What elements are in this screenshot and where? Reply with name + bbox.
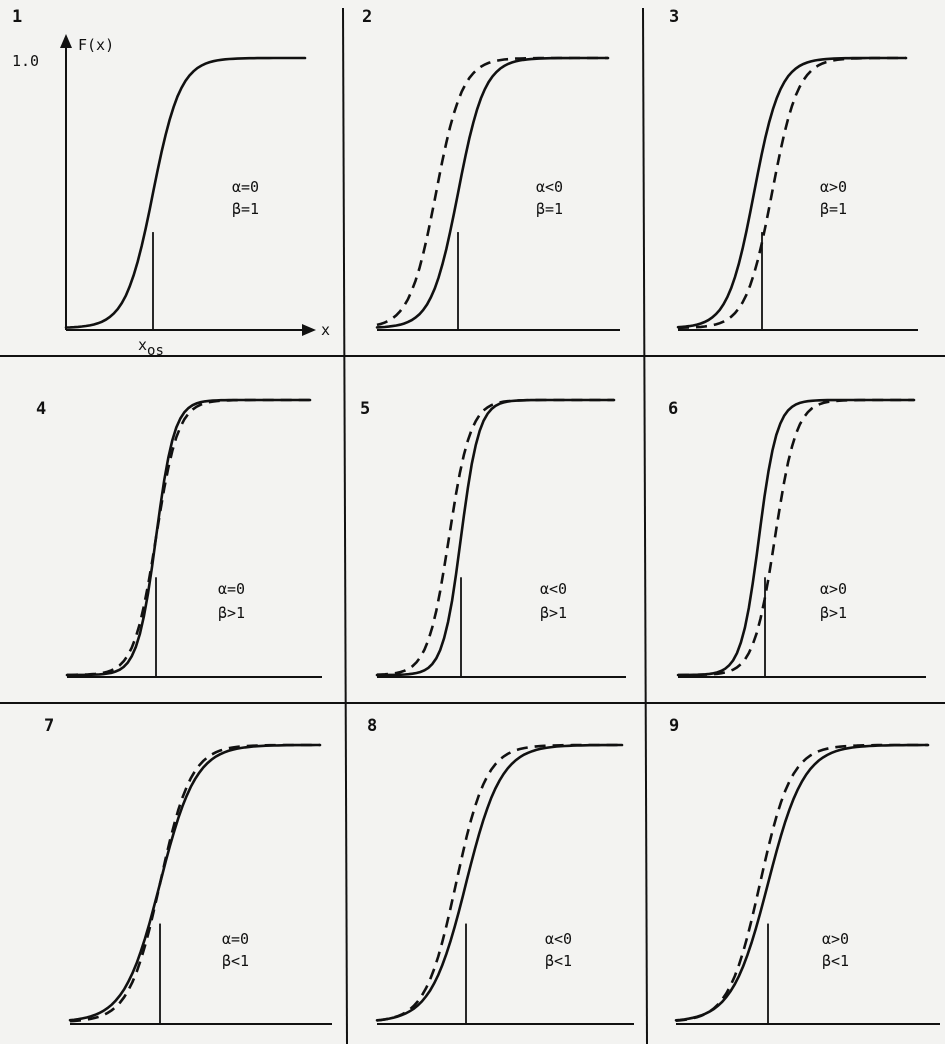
dashed-cdf-curve: [376, 398, 614, 676]
solid-cdf-curve: [375, 398, 616, 677]
solid-cdf-curve: [65, 398, 312, 677]
beta-label: β<1: [545, 952, 572, 970]
panel-9: 9 α>0 β<1: [669, 716, 940, 1025]
panel-5: 5 α<0 β>1: [360, 398, 626, 678]
panel-1: 1 α=0 β=1: [12, 7, 307, 330]
panel-number: 3: [669, 7, 679, 27]
beta-label: β>1: [820, 604, 847, 622]
dashed-cdf-curve: [67, 398, 310, 677]
panel-2: 2 α<0 β=1: [362, 7, 620, 331]
y-axis-tick-label: 1.0: [12, 52, 39, 70]
x-axis-arrow-icon: [302, 324, 316, 336]
panel-number: 7: [44, 716, 54, 736]
dashed-cdf-curve: [675, 743, 928, 1022]
solid-cdf-curve: [375, 56, 610, 329]
dashed-cdf-curve: [678, 398, 914, 677]
solid-cdf-curve: [674, 743, 930, 1022]
solid-cdf-curve: [375, 743, 624, 1022]
solid-cdf-curve: [68, 743, 322, 1022]
x-os-label: xos: [138, 336, 164, 359]
panel-1-axes: 1.0 F(x) x xos: [12, 34, 330, 359]
y-axis-arrow-icon: [60, 34, 72, 48]
beta-label: β=1: [820, 200, 847, 218]
beta-label: β<1: [222, 952, 249, 970]
panel-number: 6: [668, 399, 678, 419]
alpha-label: α=0: [232, 178, 259, 196]
solid-cdf-curve: [676, 56, 908, 329]
panel-number: 4: [36, 399, 46, 419]
alpha-label: α<0: [545, 930, 572, 948]
x-axis-label: x: [321, 321, 330, 339]
vertical-divider-left: [342, 7, 348, 1044]
dashed-cdf-curve: [69, 743, 320, 1023]
y-axis-label: F(x): [78, 36, 114, 54]
alpha-label: α>0: [820, 178, 847, 196]
alpha-label: α<0: [536, 178, 563, 196]
panel-4: 4 α=0 β>1: [36, 398, 322, 678]
dashed-cdf-curve: [376, 743, 622, 1022]
panels-layer: 1 α=0 β=1 2 α<0 β=1 3 α>0 β=1 4 α=0 β>1 5 α<0 β>1 6 α>0 β…: [12, 7, 940, 1025]
panel-number: 2: [362, 7, 372, 27]
beta-label: β=1: [536, 200, 563, 218]
beta-label: β>1: [540, 604, 567, 622]
solid-cdf-curve: [676, 398, 916, 677]
panel-number: 1: [12, 7, 22, 27]
alpha-label: α>0: [822, 930, 849, 948]
dashed-cdf-curve: [677, 56, 906, 330]
beta-label: β>1: [218, 604, 245, 622]
vertical-divider-right: [642, 7, 648, 1044]
solid-cdf-curve: [64, 56, 307, 329]
alpha-label: α=0: [222, 930, 249, 948]
dashed-cdf-curve: [376, 56, 608, 327]
panel-number: 8: [367, 716, 377, 736]
panel-number: 9: [669, 716, 679, 736]
panel-6: 6 α>0 β>1: [668, 398, 926, 678]
panel-3: 3 α>0 β=1: [669, 7, 918, 331]
alpha-label: α<0: [540, 580, 567, 598]
alpha-label: α=0: [218, 580, 245, 598]
panel-8: 8 α<0 β<1: [367, 716, 634, 1025]
panel-number: 5: [360, 399, 370, 419]
beta-label: β<1: [822, 952, 849, 970]
panel-7: 7 α=0 β<1: [44, 716, 332, 1025]
alpha-label: α>0: [820, 580, 847, 598]
beta-label: β=1: [232, 200, 259, 218]
